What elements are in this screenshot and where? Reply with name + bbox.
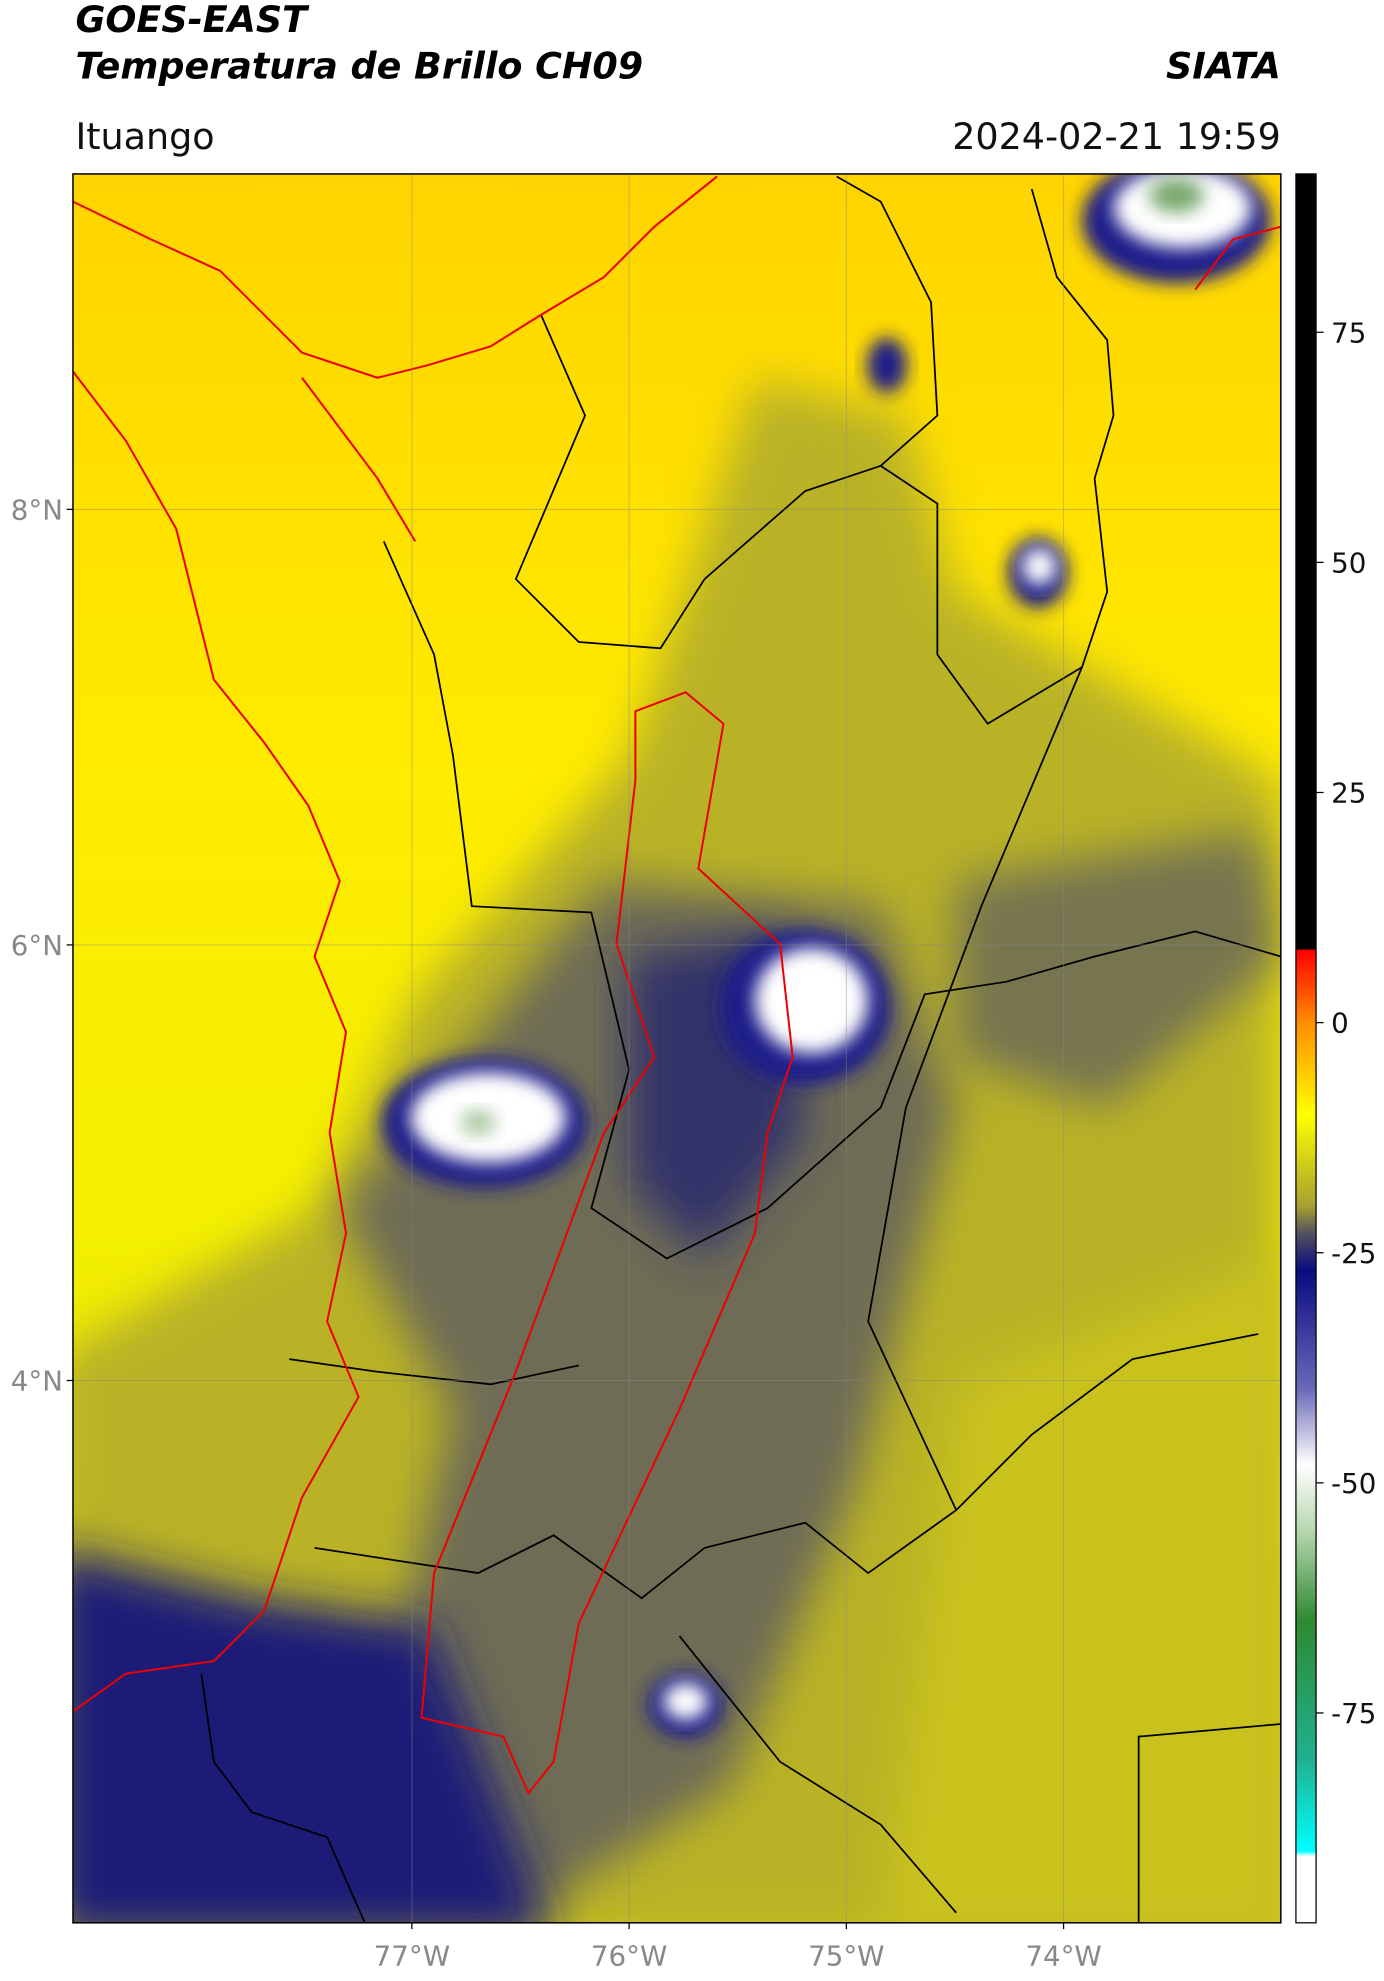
title: GOES-EAST <box>75 0 310 41</box>
plot-frame <box>72 173 1282 1924</box>
y-tick-label: 6°N <box>11 929 63 962</box>
colorbar-tick-label: 75 <box>1331 316 1366 349</box>
x-tick-label: 77°W <box>374 1940 450 1973</box>
grid <box>72 173 1281 1923</box>
brand: SIATA <box>1166 44 1281 87</box>
colorbar-tick-label: -25 <box>1331 1237 1376 1270</box>
y-tick-label: 8°N <box>11 493 63 526</box>
y-tick-label: 4°N <box>11 1365 63 1398</box>
colorbar <box>1295 173 1317 1924</box>
x-tick-label: 75°W <box>808 1940 884 1973</box>
subtitle: Temperatura de Brillo CH09 <box>75 44 643 87</box>
colorbar-tick-label: 0 <box>1331 1007 1349 1040</box>
x-tick-label: 76°W <box>591 1940 667 1973</box>
region: Ituango <box>75 115 214 158</box>
datetime: 2024-02-21 19:59 <box>952 115 1281 158</box>
map-image <box>72 173 1281 1923</box>
colorbar-tick-label: -75 <box>1331 1697 1376 1730</box>
colorbar-tick-label: -50 <box>1331 1467 1376 1500</box>
x-tick-label: 74°W <box>1025 1940 1101 1973</box>
colorbar-tick-label: 50 <box>1331 546 1366 579</box>
colorbar-tick-label: 25 <box>1331 777 1366 810</box>
